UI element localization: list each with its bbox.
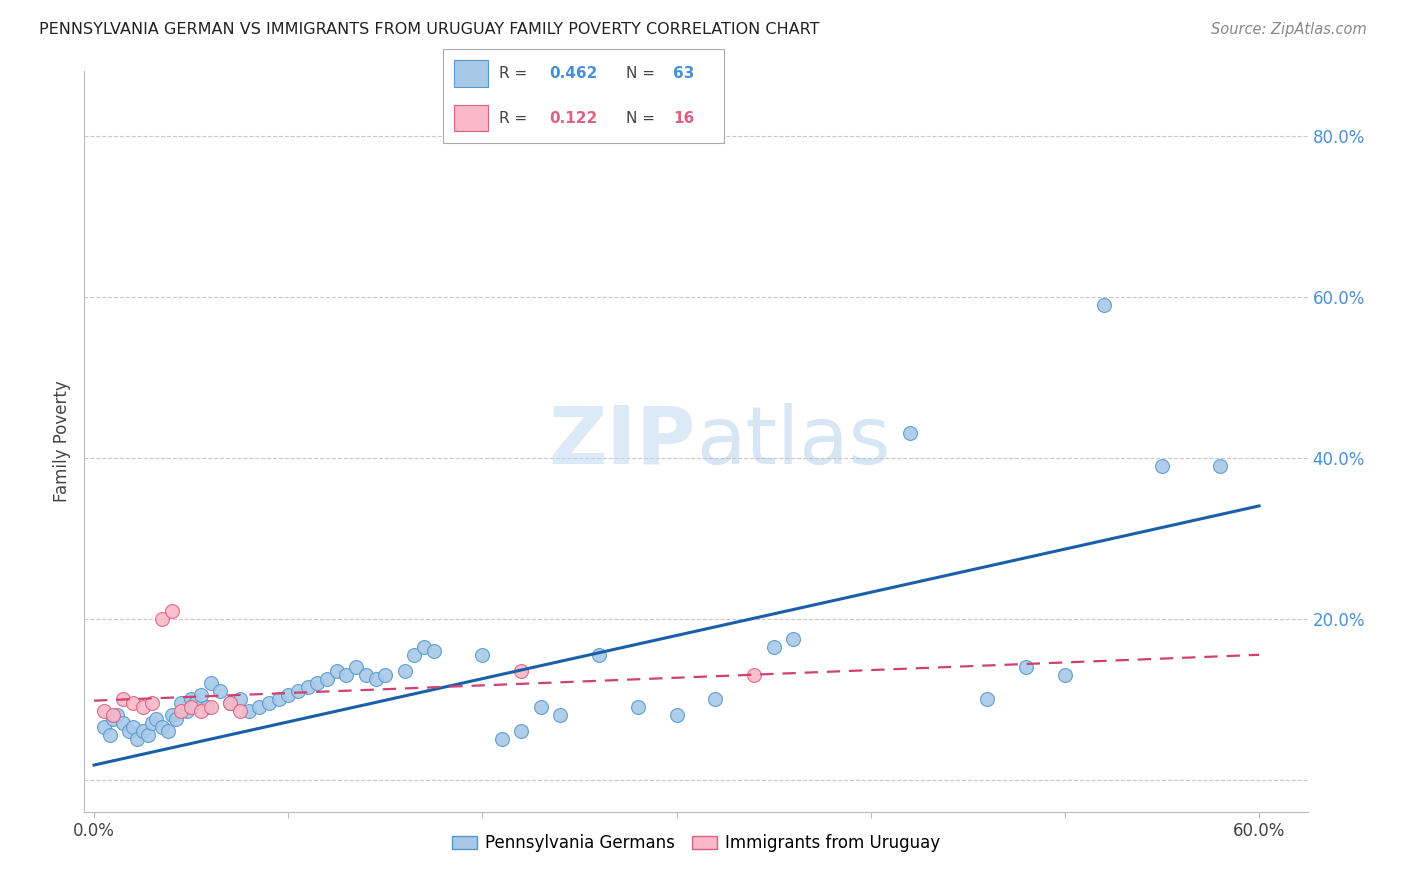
Y-axis label: Family Poverty: Family Poverty: [53, 381, 72, 502]
Point: [1150, 458, 1173, 473]
Point: [103, 712, 125, 726]
Point: [105, 708, 128, 723]
Point: [471, 648, 494, 662]
Point: [98, 728, 121, 742]
Point: [112, 692, 135, 706]
Point: [762, 640, 785, 654]
Point: [510, 664, 533, 678]
Text: ZIP: ZIP: [548, 402, 696, 481]
Point: [326, 664, 349, 678]
Point: [1209, 458, 1232, 473]
Point: [93, 704, 115, 718]
Point: [150, 611, 173, 625]
Point: [200, 700, 222, 714]
Point: [898, 426, 921, 441]
Point: [588, 648, 610, 662]
Point: [165, 712, 187, 726]
Point: [170, 704, 193, 718]
Point: [344, 660, 367, 674]
Point: [627, 700, 650, 714]
Legend: Pennsylvania Germans, Immigrants from Uruguay: Pennsylvania Germans, Immigrants from Ur…: [446, 828, 946, 859]
Point: [93, 720, 115, 734]
Text: R =: R =: [499, 111, 527, 126]
FancyBboxPatch shape: [443, 49, 724, 143]
Point: [335, 668, 357, 682]
Point: [219, 696, 242, 710]
Point: [548, 708, 571, 723]
Text: atlas: atlas: [696, 402, 890, 481]
Point: [156, 724, 179, 739]
Point: [125, 732, 148, 747]
Point: [190, 688, 212, 702]
Point: [423, 644, 446, 658]
Point: [1053, 668, 1076, 682]
Point: [307, 676, 329, 690]
Point: [150, 720, 173, 734]
Bar: [454, 61, 488, 87]
Point: [145, 712, 167, 726]
Point: [190, 704, 212, 718]
Point: [180, 692, 202, 706]
Point: [404, 648, 426, 662]
Point: [782, 632, 804, 646]
Point: [297, 680, 319, 694]
Point: [184, 696, 207, 710]
Point: [180, 700, 202, 714]
Point: [195, 700, 218, 714]
Point: [170, 696, 193, 710]
Point: [176, 704, 198, 718]
Point: [374, 668, 396, 682]
Point: [118, 724, 141, 739]
Text: R =: R =: [499, 66, 527, 81]
Point: [1092, 298, 1115, 312]
Point: [238, 704, 260, 718]
Point: [287, 684, 309, 698]
Point: [316, 672, 339, 686]
Point: [413, 640, 436, 654]
Point: [160, 708, 183, 723]
Text: 16: 16: [673, 111, 695, 126]
Point: [122, 720, 145, 734]
Text: 63: 63: [673, 66, 695, 81]
Point: [209, 684, 232, 698]
Point: [247, 700, 270, 714]
Point: [200, 676, 222, 690]
Text: N =: N =: [626, 111, 655, 126]
Point: [665, 708, 688, 723]
Point: [228, 704, 250, 718]
Point: [491, 732, 513, 747]
Point: [112, 716, 135, 731]
Point: [257, 696, 280, 710]
Point: [1015, 660, 1038, 674]
Point: [141, 696, 163, 710]
Point: [267, 692, 290, 706]
Point: [530, 700, 553, 714]
Point: [141, 716, 163, 731]
Point: [742, 668, 765, 682]
Text: N =: N =: [626, 66, 655, 81]
Point: [138, 728, 160, 742]
Point: [219, 696, 242, 710]
Point: [131, 724, 153, 739]
Text: 0.462: 0.462: [550, 66, 598, 81]
Point: [103, 708, 125, 723]
Point: [122, 696, 145, 710]
Point: [131, 700, 153, 714]
Point: [354, 668, 377, 682]
Text: 0.122: 0.122: [550, 111, 598, 126]
Point: [976, 692, 998, 706]
Point: [704, 692, 727, 706]
Point: [364, 672, 387, 686]
Text: PENNSYLVANIA GERMAN VS IMMIGRANTS FROM URUGUAY FAMILY POVERTY CORRELATION CHART: PENNSYLVANIA GERMAN VS IMMIGRANTS FROM U…: [39, 22, 820, 37]
Bar: [454, 105, 488, 131]
Text: Source: ZipAtlas.com: Source: ZipAtlas.com: [1211, 22, 1367, 37]
Point: [394, 664, 416, 678]
Point: [160, 603, 183, 617]
Point: [510, 724, 533, 739]
Point: [277, 688, 299, 702]
Point: [228, 692, 250, 706]
